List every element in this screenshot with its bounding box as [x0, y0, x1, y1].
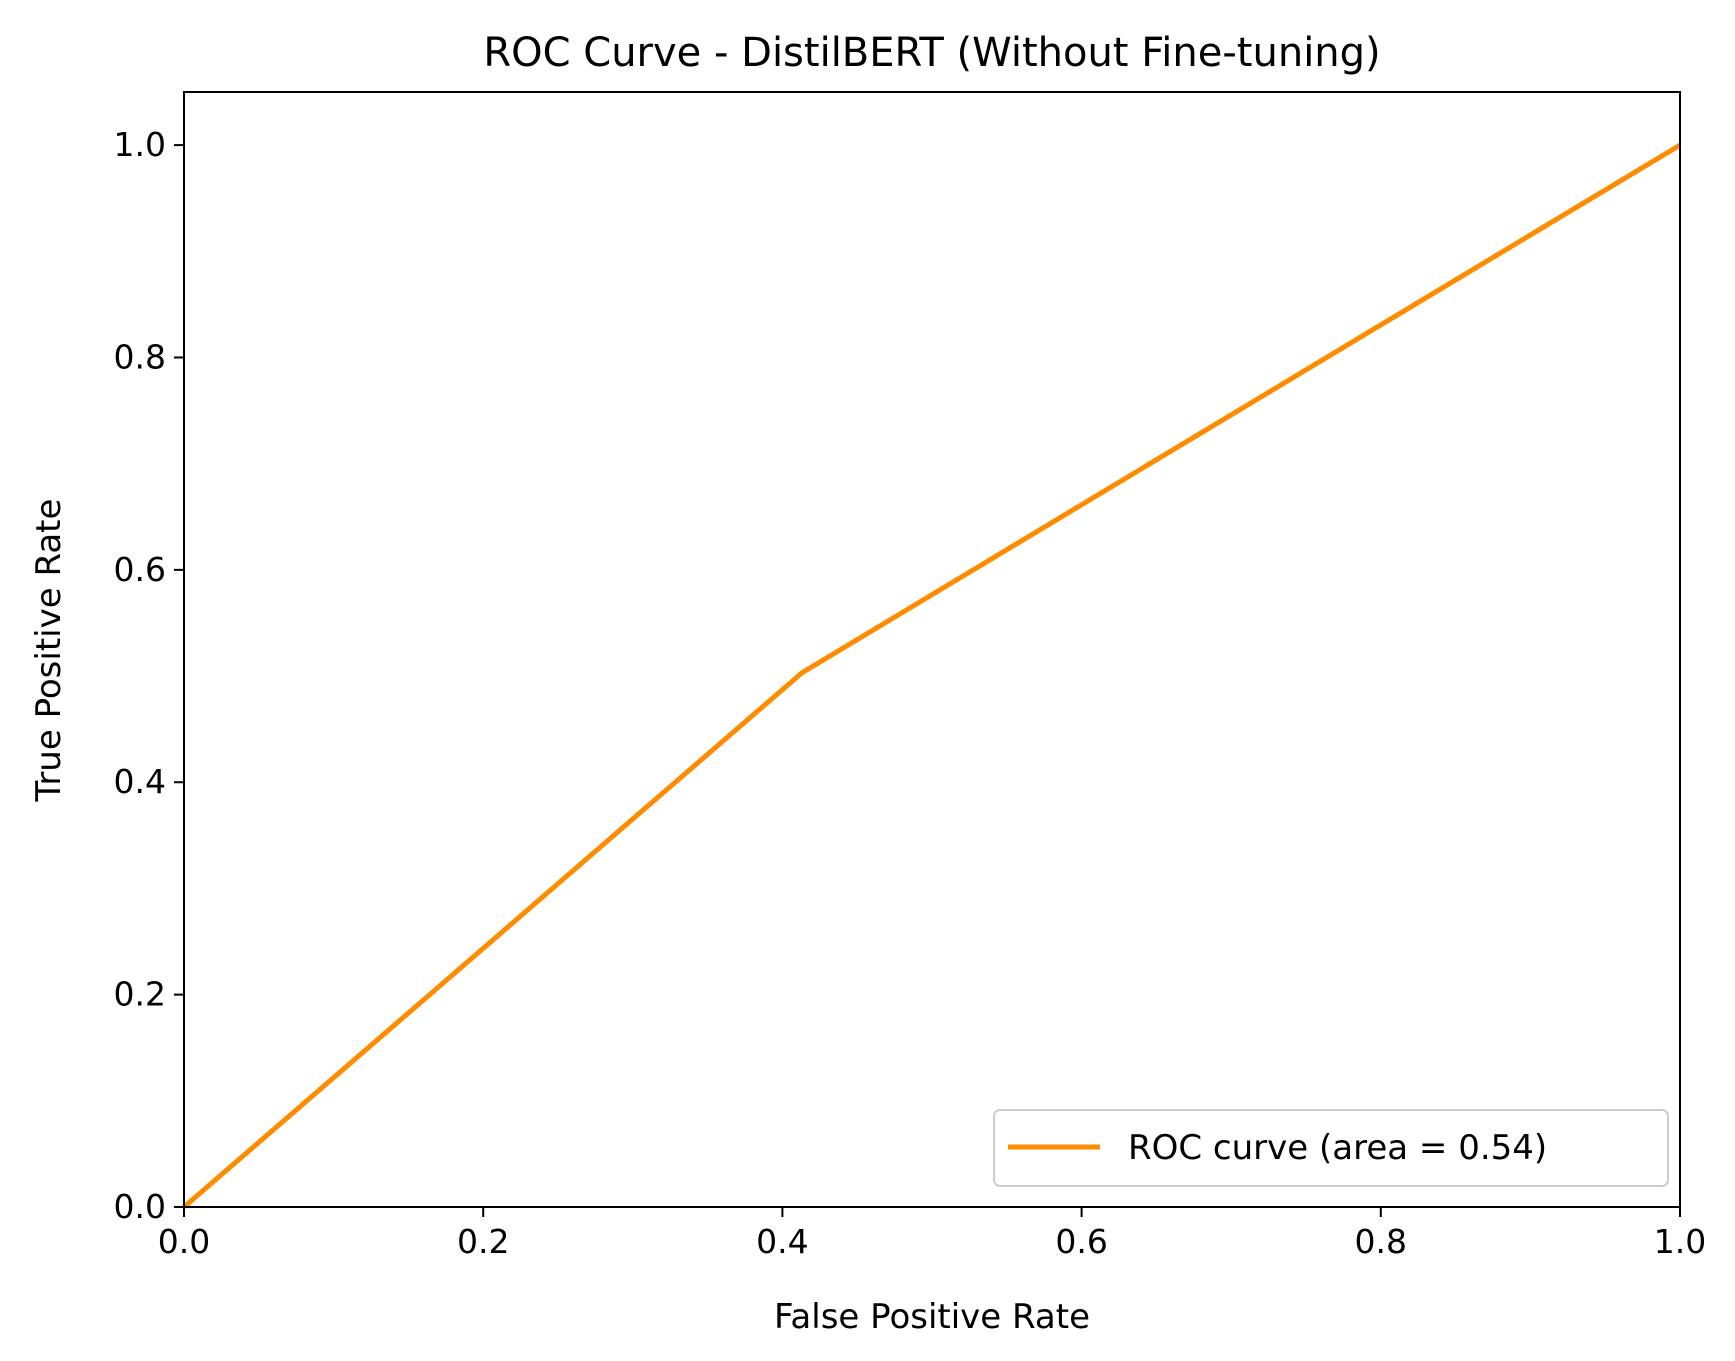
y-tick-label: 0.6 — [114, 550, 166, 589]
x-axis-label: False Positive Rate — [774, 1297, 1090, 1337]
x-tick-label: 0.0 — [158, 1222, 210, 1261]
plot-area — [184, 92, 1680, 1207]
x-tick-label: 0.2 — [457, 1222, 509, 1261]
legend-box — [993, 1109, 1669, 1187]
plot-frame — [183, 91, 1681, 1208]
y-tick-label: 0.4 — [114, 762, 166, 801]
x-axis-ticks: 0.0 0.2 0.4 0.6 0.8 1.0 — [158, 1207, 1706, 1261]
legend: ROC curve (area = 0.54) — [993, 1109, 1669, 1187]
legend-label: ROC curve (area = 0.54) — [1128, 1128, 1547, 1168]
y-tick-label: 0.2 — [114, 975, 166, 1014]
y-tick-label: 1.0 — [114, 125, 166, 164]
y-axis-ticks: 0.0 0.2 0.4 0.6 0.8 1.0 — [114, 125, 184, 1226]
roc-curve-line — [182, 142, 1682, 1209]
y-tick-label: 0.0 — [114, 1187, 166, 1226]
y-tick-label: 0.8 — [114, 337, 166, 376]
x-tick-label: 0.4 — [756, 1222, 808, 1261]
chart-title: ROC Curve - DistilBERT (Without Fine-tun… — [483, 30, 1380, 76]
y-axis-label: True Positive Rate — [29, 499, 69, 803]
x-tick-label: 0.6 — [1055, 1222, 1107, 1261]
x-tick-label: 0.8 — [1355, 1222, 1407, 1261]
series-layer — [182, 142, 1682, 1209]
x-tick-label: 1.0 — [1654, 1222, 1706, 1261]
